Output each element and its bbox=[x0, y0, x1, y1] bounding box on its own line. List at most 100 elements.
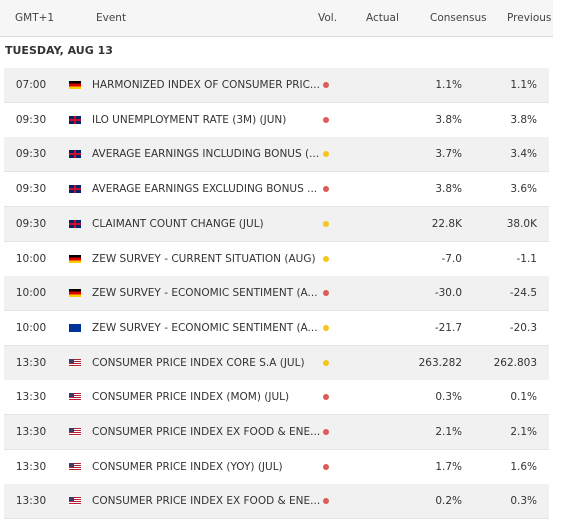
consensus: -7.0 bbox=[441, 252, 463, 265]
previous: 1.6% bbox=[510, 460, 537, 473]
event-row: 10:00 ZEW SURVEY - ECONOMIC SENTIMENT (A.… bbox=[4, 310, 549, 346]
flag bbox=[69, 462, 81, 471]
flag bbox=[69, 219, 81, 228]
volatility-dot bbox=[323, 394, 329, 401]
column-header: Consensus bbox=[430, 12, 487, 24]
flag bbox=[69, 393, 81, 402]
header-bar bbox=[0, 0, 553, 37]
time: 10:00 bbox=[15, 321, 47, 334]
flag bbox=[69, 289, 81, 298]
volatility-dot bbox=[323, 82, 329, 88]
event-name: CONSUMER PRICE INDEX EX FOOD & ENE... bbox=[92, 426, 321, 438]
event-name: CONSUMER PRICE INDEX (YOY) (JUL) bbox=[92, 460, 283, 473]
volatility-dot bbox=[323, 116, 329, 123]
consensus: 2.1% bbox=[435, 426, 462, 438]
event-row: 09:30 CLAIMANT COUNT CHANGE (JUL) 22.8K 38.… bbox=[4, 206, 549, 242]
flag bbox=[69, 150, 81, 159]
event-row: 10:00 ZEW SURVEY - ECONOMIC SENTIMENT (A.… bbox=[4, 276, 549, 312]
previous: 0.1% bbox=[510, 391, 537, 404]
event-row: 13:30 CONSUMER PRICE INDEX (MOM) (JUL) 0.3… bbox=[4, 380, 549, 416]
consensus: 0.3% bbox=[435, 391, 462, 404]
previous: -20.3 bbox=[509, 321, 537, 334]
event-name: CONSUMER PRICE INDEX CORE S.A (JUL) bbox=[92, 356, 305, 369]
event-name: AVERAGE EARNINGS EXCLUDING BONUS ... bbox=[92, 183, 318, 196]
time: 13:30 bbox=[15, 426, 47, 438]
time: 09:30 bbox=[15, 217, 47, 230]
event-name: CLAIMANT COUNT CHANGE (JUL) bbox=[92, 217, 264, 230]
consensus: -30.0 bbox=[434, 287, 462, 300]
consensus: 3.8% bbox=[435, 183, 462, 196]
flag bbox=[69, 254, 81, 263]
column-header: Event bbox=[96, 12, 127, 24]
consensus: 22.8K bbox=[431, 217, 462, 230]
volatility-dot bbox=[323, 255, 329, 262]
flag bbox=[69, 81, 81, 89]
consensus: 1.7% bbox=[435, 460, 462, 473]
volatility-dot bbox=[323, 151, 329, 158]
previous: -1.1 bbox=[516, 252, 538, 265]
event-name: HARMONIZED INDEX OF CONSUMER PRIC... bbox=[92, 79, 320, 91]
previous: 1.1% bbox=[510, 79, 537, 91]
flag bbox=[69, 358, 81, 367]
time: 13:30 bbox=[15, 391, 47, 404]
volatility-dot bbox=[323, 290, 329, 297]
consensus: 3.8% bbox=[435, 113, 462, 126]
event-name: ILO UNEMPLOYMENT RATE (3M) (JUN) bbox=[92, 113, 287, 126]
event-row: 13:30 CONSUMER PRICE INDEX EX FOOD & ENE.… bbox=[4, 484, 549, 520]
consensus: 0.2% bbox=[435, 495, 462, 508]
time: 13:30 bbox=[15, 460, 47, 473]
previous: 0.3% bbox=[510, 495, 537, 508]
time: 09:30 bbox=[15, 113, 47, 126]
time: 13:30 bbox=[15, 356, 47, 369]
flag bbox=[69, 115, 81, 124]
previous: 3.8% bbox=[510, 113, 537, 126]
flag bbox=[69, 497, 81, 506]
flag bbox=[69, 323, 81, 332]
previous: 2.1% bbox=[510, 426, 537, 438]
volatility-dot bbox=[323, 220, 329, 227]
previous: 3.4% bbox=[510, 148, 537, 161]
time: 13:30 bbox=[15, 495, 47, 508]
event-row: 13:30 CONSUMER PRICE INDEX CORE S.A (JUL)… bbox=[4, 345, 549, 381]
consensus: -21.7 bbox=[434, 321, 462, 334]
column-header: Previous bbox=[507, 12, 552, 24]
event-name: CONSUMER PRICE INDEX (MOM) (JUL) bbox=[92, 391, 290, 404]
volatility-dot bbox=[323, 324, 329, 331]
column-header: Vol. bbox=[318, 12, 338, 24]
event-row: 07:00 HARMONIZED INDEX OF CONSUMER PRIC..… bbox=[4, 68, 549, 103]
time: 10:00 bbox=[15, 252, 47, 265]
consensus: 263.282 bbox=[418, 356, 462, 369]
flag bbox=[69, 185, 81, 194]
column-header: GMT+1 bbox=[15, 12, 55, 24]
event-name: ZEW SURVEY - CURRENT SITUATION (AUG) bbox=[92, 252, 316, 265]
event-name: ZEW SURVEY - ECONOMIC SENTIMENT (A... bbox=[92, 287, 318, 300]
event-row: 09:30 AVERAGE EARNINGS EXCLUDING BONUS ..… bbox=[4, 172, 549, 208]
volatility-dot bbox=[323, 186, 329, 193]
previous: 262.803 bbox=[493, 356, 537, 369]
time: 10:00 bbox=[15, 287, 47, 300]
consensus: 3.7% bbox=[435, 148, 462, 161]
previous: 3.6% bbox=[510, 183, 537, 196]
volatility-dot bbox=[323, 429, 329, 435]
date-label: TUESDAY, AUG 13 bbox=[5, 44, 113, 57]
event-name: ZEW SURVEY - ECONOMIC SENTIMENT (A... bbox=[92, 321, 318, 334]
previous: 38.0K bbox=[506, 217, 537, 230]
event-row: 13:30 CONSUMER PRICE INDEX EX FOOD & ENE.… bbox=[4, 415, 549, 450]
consensus: 1.1% bbox=[435, 79, 462, 91]
event-row: 09:30 ILO UNEMPLOYMENT RATE (3M) (JUN) 3.8… bbox=[4, 102, 549, 138]
event-name: AVERAGE EARNINGS INCLUDING BONUS (... bbox=[92, 148, 320, 161]
volatility-dot bbox=[323, 463, 329, 470]
volatility-dot bbox=[323, 498, 329, 505]
event-row: 13:30 CONSUMER PRICE INDEX (YOY) (JUL) 1.7… bbox=[4, 449, 549, 485]
time: 09:30 bbox=[15, 183, 47, 196]
previous: -24.5 bbox=[509, 287, 537, 300]
column-header: Actual bbox=[366, 12, 399, 24]
event-row: 10:00 ZEW SURVEY - CURRENT SITUATION (AUG… bbox=[4, 241, 549, 277]
volatility-dot bbox=[323, 359, 329, 366]
event-name: CONSUMER PRICE INDEX EX FOOD & ENE... bbox=[92, 495, 321, 508]
time: 07:00 bbox=[15, 79, 47, 91]
event-row: 09:30 AVERAGE EARNINGS INCLUDING BONUS (.… bbox=[4, 137, 549, 173]
flag bbox=[69, 428, 81, 436]
time: 09:30 bbox=[15, 148, 47, 161]
